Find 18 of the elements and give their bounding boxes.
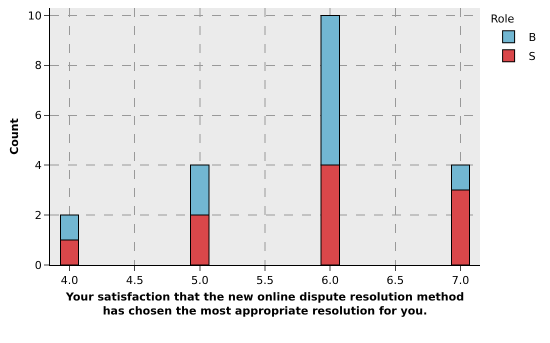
x-tick-label: 5.5 (256, 274, 274, 288)
x-tick-label: 4.5 (126, 274, 144, 288)
x-tick-label: 4.0 (60, 274, 78, 288)
legend-label: S (528, 50, 536, 64)
legend-title: Role (490, 12, 515, 26)
y-tick-label: 4 (34, 159, 42, 172)
y-tick-label: 10 (28, 9, 42, 22)
y-tick-label: 0 (34, 258, 42, 272)
y-tick-label: 6 (34, 109, 42, 122)
y-tick-label: 2 (34, 208, 42, 222)
x-tick-label: 7.0 (452, 274, 470, 288)
x-tick-label: 5.0 (191, 274, 209, 288)
y-tick-label: 8 (34, 59, 42, 72)
y-axis-title: Count (8, 118, 21, 155)
x-tick-label: 6.5 (386, 274, 404, 288)
x-axis-title: Your satisfaction that the new online dispute resolution method has chosen the most appropriate resolution for you. (64, 290, 464, 318)
x-tick-label: 6.0 (321, 274, 339, 288)
legend-label: B (528, 31, 536, 44)
